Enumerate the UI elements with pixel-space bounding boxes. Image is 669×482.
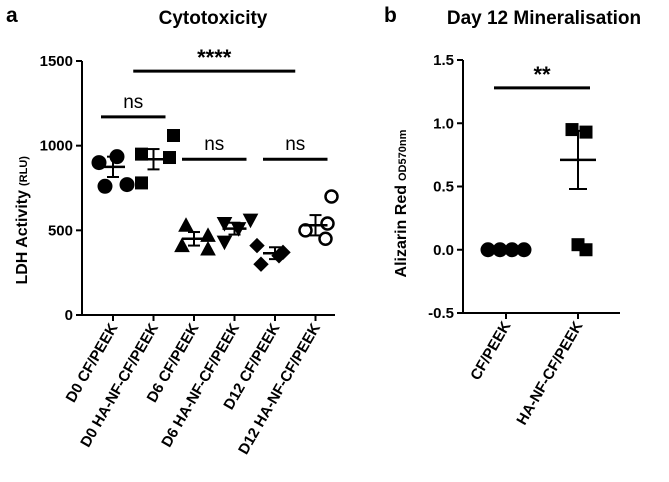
x-category-label: HA-NF-CF/PEEK [513, 318, 586, 428]
data-point [200, 240, 216, 256]
data-point [565, 123, 579, 137]
chart-b-ylabel-group: Alizarin Red OD570nm [393, 129, 410, 277]
significance-label: **** [197, 45, 232, 70]
data-point [174, 237, 190, 253]
panel-b-letter: b [384, 4, 397, 27]
data-point [119, 177, 135, 193]
panel-a-letter: a [6, 4, 18, 27]
y-tick-label: 0.0 [433, 242, 454, 259]
significance-label: ** [533, 62, 551, 87]
data-point [320, 216, 335, 231]
chart-a-ylabel-unit: (RLU) [18, 156, 30, 186]
data-point [579, 243, 593, 257]
y-tick-label: 1000 [40, 138, 73, 155]
chart-a-ylabel: LDH Activity [14, 190, 31, 285]
y-tick-label: -0.5 [428, 305, 454, 322]
data-point [178, 217, 194, 232]
data-point [249, 237, 265, 254]
data-point [324, 189, 339, 204]
chart-b-ylabel: Alizarin Red [393, 185, 410, 277]
y-tick-label: 1500 [40, 53, 73, 70]
x-category-label: CF/PEEK [467, 318, 514, 383]
y-tick-label: 0.5 [433, 179, 454, 196]
significance-label: ns [285, 134, 305, 155]
chart-b-title: Day 12 Mineralisation [447, 8, 641, 29]
y-tick-label: 0 [65, 307, 73, 324]
data-point [242, 213, 259, 229]
y-tick-label: 1.5 [433, 52, 454, 69]
chart-a-title: Cytotoxicity [159, 8, 268, 29]
data-point [216, 235, 233, 251]
data-point [253, 256, 269, 272]
data-point [579, 125, 593, 139]
data-point [216, 217, 233, 232]
data-point [163, 151, 176, 165]
data-point [135, 176, 148, 190]
chart-b-ylabel-unit: OD570nm [397, 129, 409, 181]
significance-label: ns [204, 134, 224, 155]
data-point [318, 231, 333, 247]
data-point [167, 129, 180, 143]
data-point [97, 178, 113, 194]
chart-a-ylabel-group: LDH Activity (RLU) [14, 156, 31, 285]
y-tick-label: 1.0 [433, 115, 454, 132]
y-tick-label: 500 [48, 222, 73, 239]
significance-label: ns [123, 92, 143, 113]
